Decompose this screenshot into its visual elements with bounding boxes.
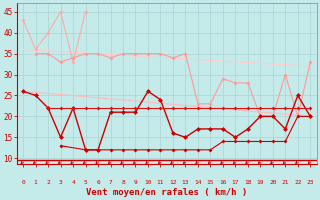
X-axis label: Vent moyen/en rafales ( km/h ): Vent moyen/en rafales ( km/h ) — [86, 188, 247, 197]
